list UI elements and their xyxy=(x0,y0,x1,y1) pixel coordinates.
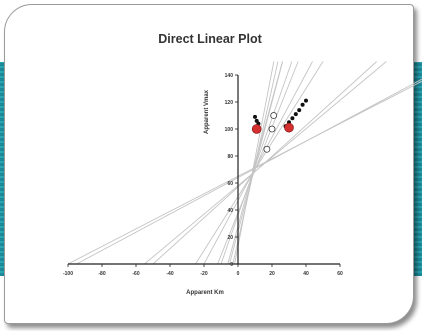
data-line-11 xyxy=(232,61,279,265)
x-tick-label: 60 xyxy=(337,271,343,277)
y-tick-label: 100 xyxy=(225,127,234,133)
x-tick-label: -20 xyxy=(200,271,207,277)
x-tick-label: 0 xyxy=(237,271,240,277)
data-line-4 xyxy=(152,61,377,265)
x-axis-label: Apparent Km xyxy=(186,290,224,296)
x-tick-label: 40 xyxy=(303,271,309,277)
x-tick-label: 20 xyxy=(269,271,275,277)
chart-title: Direct Linear Plot xyxy=(158,32,262,46)
open-point xyxy=(268,125,276,133)
data-line-5 xyxy=(195,61,324,265)
data-line-2 xyxy=(76,78,422,265)
black-point xyxy=(293,112,298,117)
y-ticks-group: 0 20 40 60 80 100 120 140 xyxy=(225,73,238,268)
open-point xyxy=(263,145,271,153)
data-line-1 xyxy=(67,80,422,265)
y-tick-label: 40 xyxy=(227,208,233,214)
line-series-group xyxy=(67,61,422,265)
y-tick-label: 140 xyxy=(225,73,234,79)
x-tick-label: -60 xyxy=(132,271,139,277)
x-tick-label: -100 xyxy=(63,271,73,277)
x-ticks-group: -100 -80 -60 -40 -20 0 20 40 60 xyxy=(63,264,343,277)
y-tick-label: 20 xyxy=(227,235,233,241)
black-point xyxy=(300,102,305,107)
y-tick-label: 60 xyxy=(227,181,233,187)
black-point xyxy=(304,98,308,103)
slide-card xyxy=(4,4,414,324)
data-line-7 xyxy=(217,61,299,265)
black-point xyxy=(290,116,295,121)
black-point xyxy=(297,108,302,113)
x-tick-label: -40 xyxy=(166,271,173,277)
black-point xyxy=(253,114,257,119)
y-axis-label: Apparent Vmax xyxy=(204,89,210,134)
red-point xyxy=(251,124,262,134)
points-group xyxy=(251,98,308,153)
open-point xyxy=(270,112,278,119)
x-tick-label: -80 xyxy=(98,271,105,277)
y-tick-label: 80 xyxy=(227,154,233,160)
y-tick-label: 0 xyxy=(230,262,233,268)
red-point xyxy=(284,122,294,133)
y-tick-label: 120 xyxy=(225,100,234,106)
data-line-12 xyxy=(234,61,275,265)
